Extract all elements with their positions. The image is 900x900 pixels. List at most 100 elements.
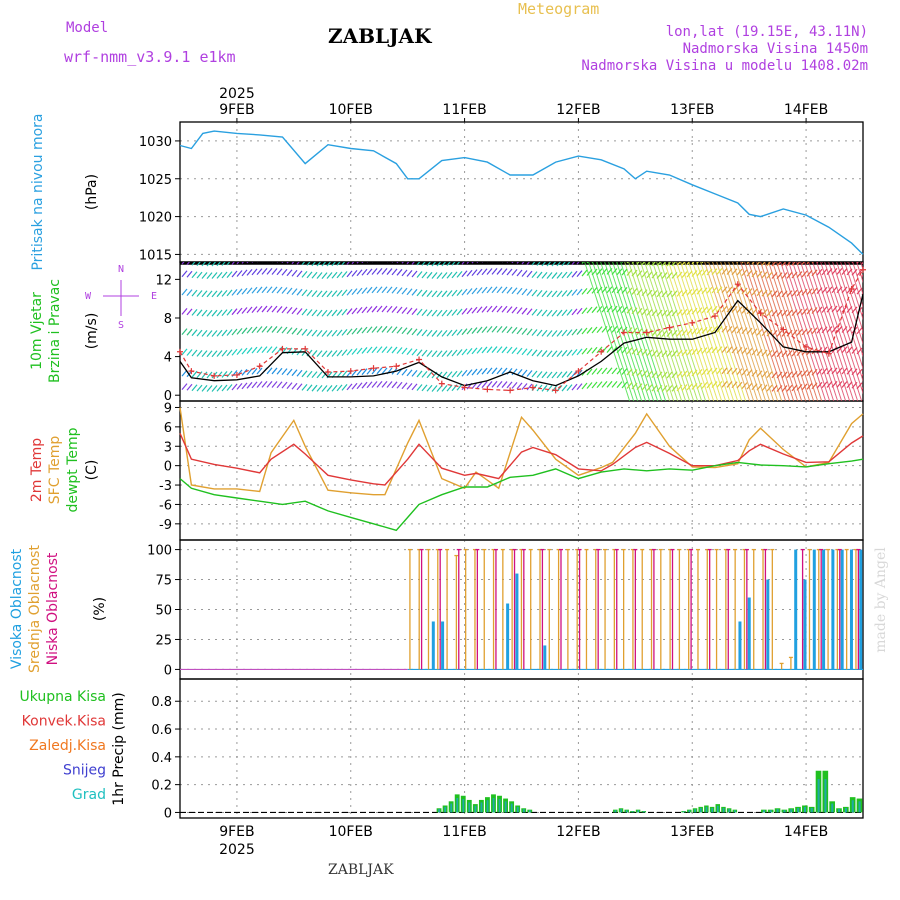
wind-barb [761, 349, 768, 357]
wind-barb [776, 371, 783, 379]
wind-barb [581, 327, 588, 335]
wind-gust-marker [529, 384, 536, 391]
wind-barb [826, 286, 833, 294]
wind-barb [376, 367, 383, 375]
wind-barb [801, 369, 808, 377]
snow-bar [456, 797, 459, 813]
wind-barb [826, 262, 828, 263]
wind-barb [811, 368, 818, 376]
wind-barb [351, 269, 358, 277]
wind-barb [746, 262, 750, 265]
wind-barb [531, 289, 538, 297]
wind-barb [796, 329, 803, 336]
wind-hatch [668, 262, 715, 401]
wind-barb [816, 368, 823, 376]
wind-barb [596, 262, 598, 263]
wind-barb [671, 262, 676, 267]
wind-barb [686, 328, 693, 336]
wind-barb [511, 347, 518, 354]
wind-barb [521, 328, 528, 335]
wind-barb [396, 347, 403, 354]
wind-barb [536, 262, 541, 266]
pressure-unit: (hPa) [84, 174, 100, 210]
wind-barb [641, 349, 648, 356]
wind-barb [361, 381, 368, 389]
wind-hatch [828, 262, 863, 370]
wind-barb [516, 347, 523, 355]
wind-barb [201, 329, 208, 337]
wind-barb [256, 367, 263, 375]
wind-barb [761, 309, 768, 316]
wind-barb [406, 307, 413, 315]
high-cloud-bar [441, 621, 445, 670]
high-cloud-bar [859, 549, 863, 670]
wind-barb [196, 309, 203, 317]
wind-barb [636, 288, 643, 296]
wind-barb [476, 346, 483, 354]
wind-barb [706, 306, 713, 313]
wind-barb [526, 262, 530, 265]
wind-barb [356, 307, 363, 314]
wind-gust-marker [666, 324, 673, 331]
wind-barb [401, 287, 408, 295]
wind-barb [272, 262, 273, 263]
wind-barb [621, 287, 628, 294]
wind-hatch [596, 262, 643, 401]
snow-bar [797, 807, 800, 813]
wind-barb [426, 350, 433, 357]
wind-barb [426, 371, 433, 379]
pressure-panel-frame [179, 121, 864, 263]
wind-barb [521, 270, 528, 277]
wind-barb [386, 286, 393, 294]
wind-barb [526, 328, 533, 336]
wind-barb [466, 262, 470, 265]
wind-barb [521, 307, 528, 315]
x-tick-label-bottom: 10FEB [329, 824, 373, 840]
wind-barb [366, 346, 373, 354]
x-tick-label-bottom: 11FEB [442, 824, 486, 840]
wind-barb [556, 371, 563, 379]
wind-barb [696, 269, 703, 277]
wind-barb [606, 346, 613, 353]
wind-barb [576, 270, 583, 278]
wind-barb [786, 271, 793, 279]
wind-barb [596, 286, 603, 294]
wind-gust-marker [461, 384, 468, 391]
snow-bar [637, 810, 640, 813]
wind-barb [581, 347, 588, 355]
wind-barb [631, 369, 638, 376]
wind-barb [411, 328, 418, 336]
wind-barb [321, 371, 328, 379]
wind-barb [641, 383, 648, 391]
wind-barb [676, 349, 683, 357]
temp-ylabel: dewpt Temp [65, 427, 81, 512]
wind-barb [191, 309, 198, 316]
wind-hatch [869, 262, 900, 401]
wind-barb [756, 270, 763, 278]
wind-barb [186, 383, 193, 391]
wind-barb [516, 287, 523, 295]
wind-barb [211, 309, 218, 317]
wind-barb [611, 286, 618, 294]
wind-barb [816, 287, 823, 295]
wind-barb [381, 325, 388, 333]
wind-barb [636, 270, 643, 278]
wind-barb [751, 288, 758, 296]
wind-barb [326, 350, 333, 358]
wind-barb [236, 348, 243, 356]
wind-barb [441, 290, 448, 298]
snow-bar [790, 809, 793, 813]
wind-hatch [852, 262, 863, 296]
wind-barb [571, 262, 575, 266]
wind-barb [436, 385, 443, 392]
wind-barb [536, 371, 543, 378]
wind-barb [206, 371, 213, 379]
wind-barb [306, 271, 313, 279]
wind-barb [451, 271, 458, 279]
wind-barb [511, 269, 518, 276]
wind-barb [626, 327, 633, 334]
wind-barb [717, 262, 718, 263]
wind-barb [416, 384, 423, 391]
wind-barb [766, 290, 773, 297]
compass-west: W [85, 291, 92, 302]
